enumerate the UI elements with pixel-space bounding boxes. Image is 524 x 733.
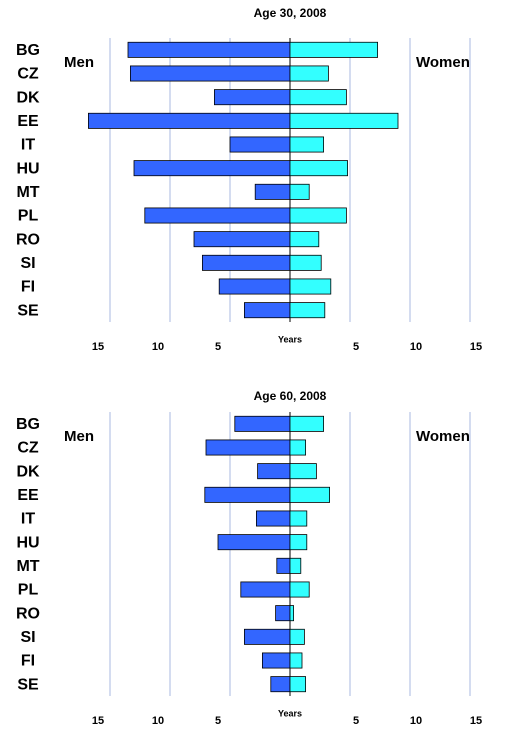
legend-label: Men xyxy=(64,54,94,71)
category-label: IT xyxy=(21,137,35,154)
bar xyxy=(289,652,303,669)
bar xyxy=(289,160,348,177)
bar xyxy=(289,302,326,319)
bar xyxy=(289,254,322,271)
bar xyxy=(201,254,291,271)
category-label: CZ xyxy=(17,66,39,83)
category-label: SI xyxy=(20,629,35,646)
bar xyxy=(217,534,291,551)
x-tick-label: 5 xyxy=(215,715,221,727)
bar xyxy=(289,207,347,224)
category-label: HU xyxy=(16,160,39,177)
x-tick-label: 5 xyxy=(353,341,359,353)
bar xyxy=(289,463,317,480)
bar xyxy=(218,278,291,295)
legend-label: Men xyxy=(64,428,94,445)
bar xyxy=(289,676,307,693)
x-tick-label: 15 xyxy=(92,341,104,353)
legend-label: Women xyxy=(416,54,470,71)
chart-title: Age 30, 2008 xyxy=(254,6,327,20)
category-label: RO xyxy=(16,231,40,248)
category-label: FI xyxy=(21,653,35,670)
x-tick-label: 15 xyxy=(470,715,482,727)
chart-title: Age 60, 2008 xyxy=(254,389,327,403)
bar xyxy=(193,231,291,248)
bar xyxy=(289,581,310,598)
bar xyxy=(289,605,294,622)
bar xyxy=(289,136,324,153)
bar xyxy=(289,486,330,503)
category-label: IT xyxy=(21,511,35,528)
bar xyxy=(289,231,320,248)
bar xyxy=(129,65,291,82)
bar xyxy=(289,65,329,82)
category-label: PL xyxy=(18,208,39,225)
category-label: EE xyxy=(17,113,39,130)
bar xyxy=(234,415,291,432)
bar xyxy=(127,41,291,58)
category-label: SE xyxy=(17,676,39,693)
bar xyxy=(289,439,307,456)
category-label: DK xyxy=(16,89,40,106)
bar xyxy=(257,463,291,480)
category-label: SI xyxy=(20,255,35,272)
bar xyxy=(289,557,302,574)
bar xyxy=(204,486,291,503)
bar xyxy=(275,605,291,622)
bar xyxy=(276,557,291,574)
bar xyxy=(205,439,291,456)
x-tick-label: 10 xyxy=(152,715,164,727)
category-label: RO xyxy=(16,605,40,622)
bar xyxy=(88,112,291,129)
bar xyxy=(289,628,305,645)
x-tick-label: 5 xyxy=(215,341,221,353)
x-tick-label: 10 xyxy=(410,715,422,727)
category-label: BG xyxy=(16,416,40,433)
category-label: DK xyxy=(16,463,40,480)
bar xyxy=(289,41,378,58)
category-label: MT xyxy=(16,184,39,201)
x-tick-label: 10 xyxy=(152,341,164,353)
bar xyxy=(289,278,332,295)
category-label: EE xyxy=(17,487,39,504)
x-tick-label: 5 xyxy=(353,715,359,727)
x-axis-label: Years xyxy=(278,334,302,344)
category-label: BG xyxy=(16,42,40,59)
x-axis-label: Years xyxy=(278,708,302,718)
bar xyxy=(229,136,291,153)
bar xyxy=(289,183,310,200)
bar xyxy=(133,160,291,177)
bar xyxy=(289,112,399,129)
category-label: CZ xyxy=(17,440,39,457)
legend-label: Women xyxy=(416,428,470,445)
bar xyxy=(289,510,308,527)
bar xyxy=(254,183,291,200)
bar xyxy=(270,676,291,693)
bar xyxy=(289,534,308,551)
bar xyxy=(289,89,347,106)
category-label: SE xyxy=(17,302,39,319)
category-label: HU xyxy=(16,534,39,551)
bar xyxy=(144,207,291,224)
x-tick-label: 10 xyxy=(410,341,422,353)
category-label: MT xyxy=(16,558,39,575)
bar xyxy=(243,628,291,645)
bar xyxy=(243,302,291,319)
x-tick-label: 15 xyxy=(92,715,104,727)
category-label: FI xyxy=(21,279,35,296)
x-tick-label: 15 xyxy=(470,341,482,353)
bar xyxy=(289,415,324,432)
category-label: PL xyxy=(18,582,39,599)
bar xyxy=(213,89,291,106)
bar xyxy=(261,652,291,669)
bar xyxy=(240,581,291,598)
bar xyxy=(255,510,291,527)
